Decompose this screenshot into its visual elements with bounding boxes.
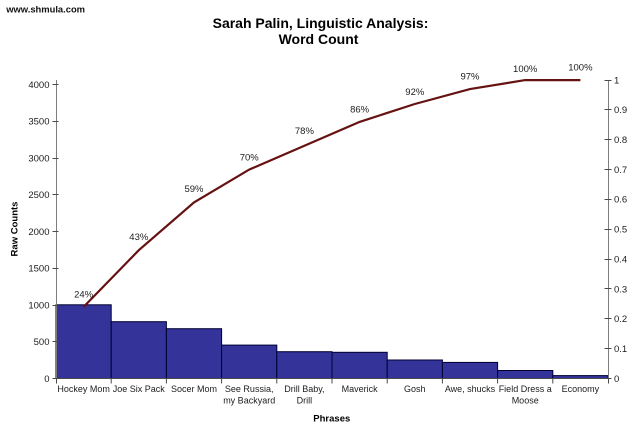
svg-text:Gosh: Gosh <box>404 384 426 394</box>
svg-text:0.8: 0.8 <box>614 135 627 146</box>
svg-text:Joe Six Pack: Joe Six Pack <box>113 384 166 394</box>
svg-text:Awe, shucks: Awe, shucks <box>445 384 496 394</box>
svg-text:0.3: 0.3 <box>614 284 627 295</box>
svg-text:3000: 3000 <box>28 153 49 164</box>
svg-text:Drill: Drill <box>297 396 313 406</box>
svg-text:24%: 24% <box>74 289 94 300</box>
svg-text:Raw Counts: Raw Counts <box>10 202 21 257</box>
svg-text:100%: 100% <box>568 63 593 74</box>
svg-text:1500: 1500 <box>28 264 49 275</box>
svg-text:0: 0 <box>614 374 619 385</box>
svg-text:Field Dress a: Field Dress a <box>499 384 552 394</box>
svg-text:Sarah Palin, Linguistic Analys: Sarah Palin, Linguistic Analysis: <box>213 15 429 31</box>
svg-text:100%: 100% <box>513 64 538 75</box>
svg-text:Socer Mom: Socer Mom <box>171 384 217 394</box>
svg-text:2000: 2000 <box>28 227 49 238</box>
svg-text:my Backyard: my Backyard <box>223 396 275 406</box>
svg-text:0.9: 0.9 <box>614 105 627 116</box>
svg-text:97%: 97% <box>460 72 480 83</box>
svg-text:92%: 92% <box>405 87 425 98</box>
svg-text:86%: 86% <box>350 104 370 115</box>
svg-text:Economy: Economy <box>562 384 600 394</box>
svg-text:70%: 70% <box>240 153 260 164</box>
svg-text:Hockey Mom: Hockey Mom <box>57 384 110 394</box>
svg-text:4000: 4000 <box>28 80 49 91</box>
svg-text:3500: 3500 <box>28 117 49 128</box>
svg-text:1000: 1000 <box>28 300 49 311</box>
svg-text:www.shmula.com: www.shmula.com <box>5 4 85 15</box>
svg-text:0.4: 0.4 <box>614 254 627 265</box>
svg-text:59%: 59% <box>184 184 204 195</box>
svg-text:500: 500 <box>34 337 50 348</box>
svg-text:Drill Baby,: Drill Baby, <box>284 384 324 394</box>
svg-text:Phrases: Phrases <box>313 414 350 425</box>
svg-text:0.6: 0.6 <box>614 195 627 206</box>
svg-text:43%: 43% <box>129 232 149 243</box>
svg-text:See Russia,: See Russia, <box>225 384 274 394</box>
svg-text:Word Count: Word Count <box>279 31 359 47</box>
svg-text:0.2: 0.2 <box>614 314 627 325</box>
svg-text:78%: 78% <box>295 126 315 137</box>
svg-text:0.5: 0.5 <box>614 225 627 236</box>
svg-text:0: 0 <box>44 374 49 385</box>
svg-text:2500: 2500 <box>28 190 49 201</box>
svg-text:1: 1 <box>614 75 619 86</box>
svg-text:0.7: 0.7 <box>614 165 627 176</box>
svg-text:0.1: 0.1 <box>614 344 627 355</box>
svg-text:Maverick: Maverick <box>342 384 379 394</box>
svg-text:Moose: Moose <box>512 396 539 406</box>
